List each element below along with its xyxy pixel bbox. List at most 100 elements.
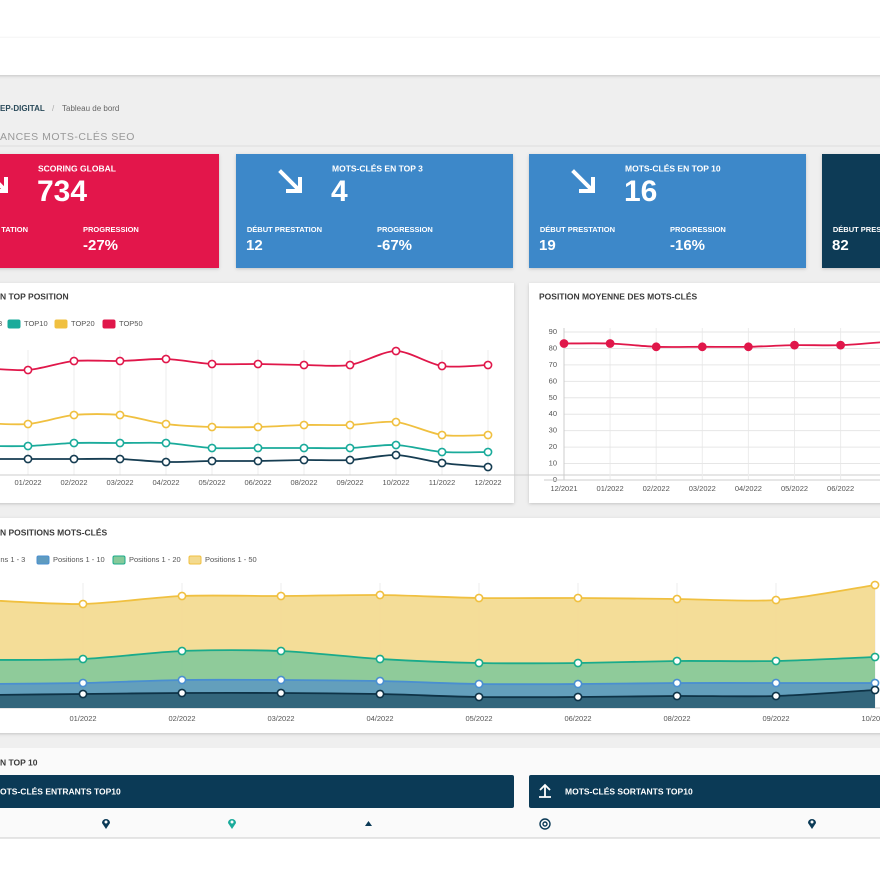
point [78, 689, 88, 699]
y-tick-label: 10 [549, 459, 557, 468]
upload-icon [539, 783, 551, 798]
kpi-label: PROGRESSION [670, 225, 726, 234]
point [375, 654, 385, 664]
breadcrumb-site[interactable]: EP-DIGITAL [0, 104, 45, 113]
point [391, 440, 401, 450]
legend-swatch [54, 319, 68, 329]
x-tick-label: 04/2022 [735, 484, 762, 493]
line [0, 678, 875, 686]
x-tick-label: 05/2022 [781, 484, 808, 493]
y-tick-label: 60 [549, 376, 557, 385]
point [253, 456, 263, 466]
area [0, 690, 875, 708]
kpi-label: PROGRESSION [83, 225, 139, 234]
legend-swatch [36, 555, 50, 565]
point [474, 679, 484, 689]
y-tick-label: 0 [553, 475, 557, 484]
arrow-icon [278, 169, 302, 193]
point [253, 443, 263, 453]
point [345, 420, 355, 430]
marker-icon [228, 819, 236, 829]
kpi-card [822, 154, 880, 268]
point [771, 656, 781, 666]
x-tick-label: 08/2022 [290, 478, 317, 487]
point [345, 443, 355, 453]
point [299, 455, 309, 465]
y-tick-label: 50 [549, 393, 557, 402]
point [115, 438, 125, 448]
point [345, 455, 355, 465]
point [23, 419, 33, 429]
x-tick-label: 11/2022 [429, 478, 456, 487]
incoming-bar[interactable] [0, 775, 514, 808]
arrow-icon [571, 169, 595, 193]
kpi-value: 734 [37, 175, 87, 208]
point [207, 456, 217, 466]
point [207, 359, 217, 369]
arrow-shape [571, 169, 595, 193]
x-tick-label: 01/2022 [597, 484, 624, 493]
legend-label: Positions 1 - 10 [53, 555, 105, 564]
x-tick-label: 06/2022 [244, 478, 271, 487]
kpi-progress: -27% [83, 237, 118, 254]
point [177, 688, 187, 698]
x-tick-label: 05/2022 [198, 478, 225, 487]
panel [529, 283, 880, 503]
point [672, 678, 682, 688]
point [23, 365, 33, 375]
outgoing-bar[interactable] [529, 775, 880, 808]
y-tick-label: 40 [549, 409, 557, 418]
chart-title: N POSITIONS MOTS-CLÉS [0, 527, 108, 537]
kpi-label: DÉBUT PRESTATION [833, 225, 880, 234]
line [0, 689, 876, 699]
point [605, 339, 615, 348]
point [836, 340, 845, 350]
point [177, 646, 187, 656]
point [559, 339, 569, 348]
x-tick-label: 04/2022 [152, 478, 179, 487]
y-tick-label: 80 [549, 343, 557, 352]
point [437, 458, 447, 468]
legend-swatch [188, 555, 202, 565]
point [651, 342, 661, 352]
point [253, 359, 263, 369]
point [299, 443, 309, 453]
point [69, 356, 79, 366]
x-tick-label: 02/2022 [643, 484, 670, 493]
breadcrumb-separator: / [52, 104, 55, 113]
point [870, 580, 880, 590]
x-tick-label: 08/2022 [663, 714, 690, 723]
line [0, 584, 876, 605]
kpi-label: TATION [1, 225, 28, 234]
point [483, 360, 493, 370]
x-tick-label: 10/2022 [382, 478, 409, 487]
x-tick-label: 12/2021 [550, 484, 577, 493]
point [870, 678, 880, 688]
y-tick-label: 20 [549, 442, 557, 451]
point [115, 356, 125, 366]
point [115, 410, 125, 420]
point [391, 346, 401, 356]
point [78, 654, 88, 664]
panel [0, 283, 514, 503]
point [483, 430, 493, 440]
line [0, 649, 876, 665]
x-tick-label: 03/2022 [689, 484, 716, 493]
x-tick-label: 02/2022 [60, 478, 87, 487]
legend-label: Positions 1 - 20 [129, 555, 181, 564]
point [437, 447, 447, 457]
point [870, 685, 880, 695]
point [207, 443, 217, 453]
point [69, 438, 79, 448]
y-tick-label: 30 [549, 426, 557, 435]
legend-label: TOP20 [71, 319, 95, 328]
legend-label: TOP50 [119, 319, 143, 328]
arrow-shape [0, 177, 8, 193]
y-tick-label: 70 [549, 360, 557, 369]
point [345, 360, 355, 370]
point [161, 354, 171, 364]
kpi-title: MOTS-CLÉS EN TOP 10 [625, 163, 721, 173]
kpi-label: PROGRESSION [377, 225, 433, 234]
kpi-title: MOTS-CLÉS EN TOP 3 [332, 163, 423, 173]
